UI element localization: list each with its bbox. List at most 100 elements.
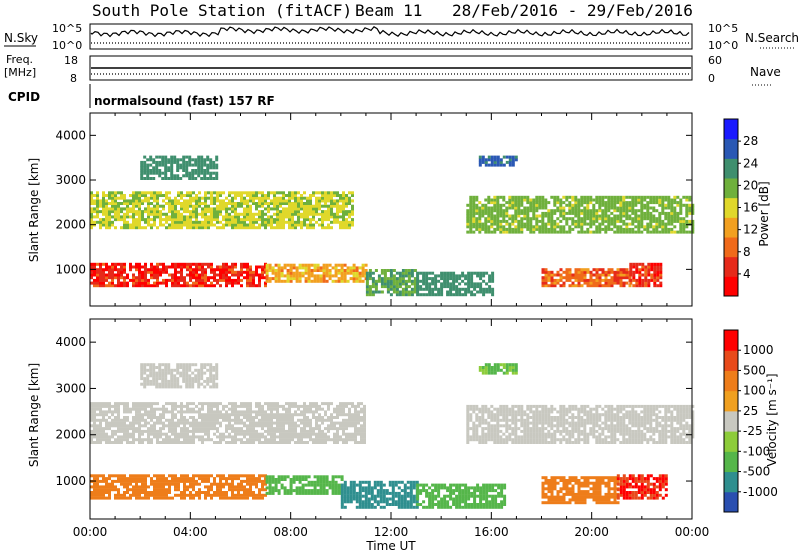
power-cell [604, 281, 608, 285]
velocity-cell [412, 494, 416, 498]
power-cell [604, 278, 608, 282]
velocity-cell [120, 441, 123, 444]
velocity-cell [571, 487, 575, 491]
power-cell [99, 273, 102, 277]
power-cell [99, 220, 102, 224]
velocity-cell [159, 441, 162, 444]
power-cell [625, 201, 629, 205]
power-cell [635, 281, 639, 285]
power-cell [268, 277, 272, 281]
velocity-cell [150, 493, 153, 497]
velocity-cell [159, 474, 162, 478]
power-cell [156, 265, 159, 269]
power-cell [610, 227, 614, 231]
velocity-cell [204, 496, 207, 500]
velocity-cell [376, 494, 380, 498]
power-cell [249, 226, 252, 230]
velocity-cell [313, 475, 317, 479]
power-cell [679, 227, 683, 231]
power-cell [496, 227, 500, 231]
power-cell [659, 270, 663, 274]
power-cell [598, 209, 602, 213]
velocity-cell [467, 503, 471, 506]
power-cell [625, 276, 629, 280]
power-cell [469, 206, 473, 210]
power-cell [111, 194, 114, 197]
power-cell [653, 273, 657, 277]
power-cell [231, 196, 234, 200]
power-cell [607, 206, 611, 210]
power-cell [647, 268, 651, 272]
power-colorbar-tick-label: 28 [743, 134, 758, 148]
power-cell [517, 219, 521, 223]
power-cell [464, 277, 468, 281]
velocity-cell [331, 480, 335, 484]
power-cell [656, 273, 660, 277]
power-cell [274, 279, 278, 283]
velocity-cell [388, 480, 392, 484]
power-cell [327, 223, 330, 227]
power-cell [198, 284, 201, 288]
velocity-cell [364, 480, 368, 484]
power-cell [469, 222, 473, 226]
power-cell [619, 203, 623, 207]
power-cell [246, 270, 249, 274]
velocity-cell [631, 479, 635, 483]
power-cell [225, 262, 228, 266]
power-cell [449, 277, 453, 281]
power-cell [200, 158, 204, 162]
velocity-cell [473, 486, 477, 490]
power-cell [619, 198, 623, 202]
velocity-cell [562, 501, 566, 505]
power-cell [586, 209, 590, 213]
power-cell [195, 218, 198, 222]
velocity-cell [455, 489, 459, 493]
power-cell [204, 270, 207, 274]
power-cell [395, 279, 399, 283]
power-cell [410, 279, 414, 283]
velocity-cell [613, 495, 617, 499]
power-cell [153, 268, 156, 272]
power-cell [523, 222, 527, 226]
power-cell [321, 204, 324, 208]
power-cell [544, 225, 548, 229]
power-cell [177, 262, 180, 266]
power-cell [219, 207, 222, 211]
power-cell [234, 273, 237, 277]
power-cell [383, 274, 387, 278]
power-cell [499, 227, 503, 231]
power-cell [188, 155, 192, 159]
power-colorbar-swatch [724, 119, 738, 140]
velocity-cell [117, 416, 120, 419]
velocity-cell [364, 503, 368, 506]
power-cell [643, 214, 647, 218]
power-cell [90, 215, 93, 219]
velocity-cell [391, 503, 395, 506]
power-cell [511, 195, 515, 199]
velocity-cell [96, 496, 99, 500]
velocity-cell [171, 421, 174, 425]
power-cell [147, 215, 150, 219]
velocity-cell [129, 435, 132, 439]
velocity-cell [428, 497, 432, 501]
velocity-cell [550, 481, 554, 485]
velocity-cell [376, 483, 380, 487]
velocity-cell [265, 478, 269, 481]
power-cell [562, 211, 566, 215]
velocity-cell [177, 404, 180, 408]
velocity-cell [93, 429, 96, 433]
power-cell [309, 202, 312, 205]
power-cell [225, 207, 228, 211]
velocity-cell [264, 482, 267, 486]
power-cell [673, 217, 677, 221]
power-cell [303, 215, 306, 219]
power-cell [601, 217, 605, 221]
power-cell [240, 218, 243, 222]
velocity-cell [400, 505, 404, 509]
power-cell [189, 204, 192, 208]
velocity-cell [283, 478, 287, 481]
velocity-cell [361, 494, 365, 498]
power-cell [478, 222, 482, 226]
power-cell [185, 166, 189, 170]
power-cell [114, 218, 117, 222]
